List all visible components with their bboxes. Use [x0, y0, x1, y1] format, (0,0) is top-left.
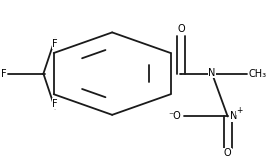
Text: N: N [230, 111, 238, 121]
Text: F: F [52, 39, 58, 48]
Text: ⁻O: ⁻O [168, 111, 181, 121]
Text: N: N [208, 68, 216, 78]
Text: O: O [177, 24, 185, 34]
Text: F: F [1, 69, 7, 79]
Text: O: O [224, 148, 231, 158]
Text: +: + [236, 106, 242, 115]
Text: CH₃: CH₃ [248, 69, 266, 79]
Text: F: F [52, 99, 58, 109]
